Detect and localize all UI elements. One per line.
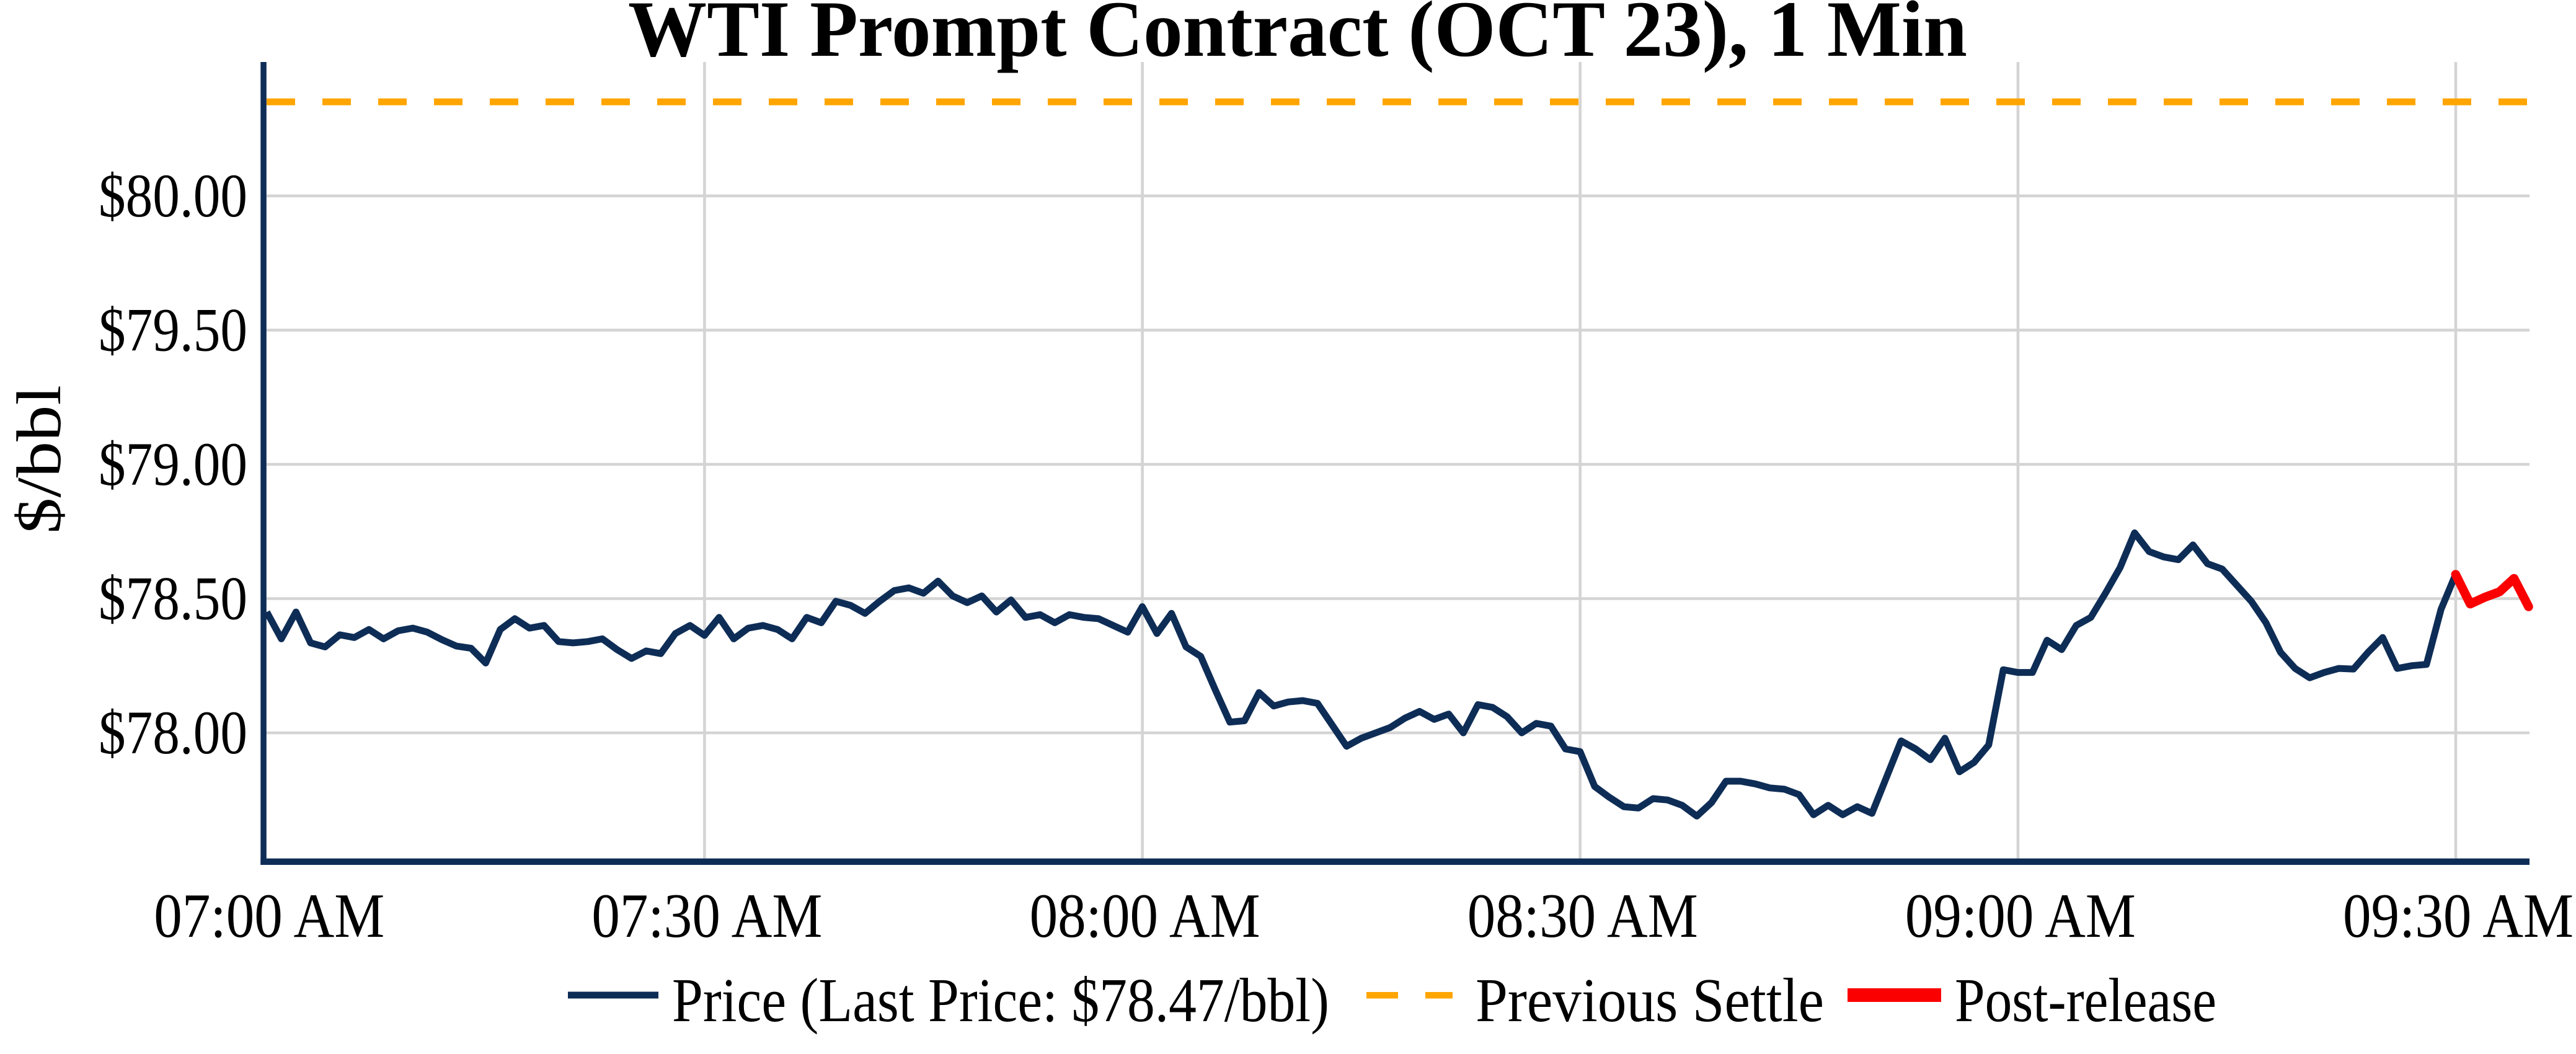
svg-text:$78.00: $78.00 (99, 698, 247, 767)
svg-text:08:00 AM: 08:00 AM (1030, 881, 1260, 951)
svg-text:$78.50: $78.50 (99, 564, 247, 633)
svg-text:Previous Settle: Previous Settle (1476, 965, 1824, 1035)
svg-text:$80.00: $80.00 (99, 161, 247, 230)
svg-text:09:00 AM: 09:00 AM (1905, 881, 2136, 951)
svg-text:WTI Prompt Contract (OCT 23),: WTI Prompt Contract (OCT 23), 1 Min (628, 0, 1967, 73)
svg-text:$79.00: $79.00 (99, 430, 247, 498)
svg-text:$/bbl: $/bbl (4, 385, 74, 534)
svg-text:09:30 AM: 09:30 AM (2343, 881, 2574, 951)
svg-text:Post-release: Post-release (1955, 965, 2216, 1035)
svg-text:Price (Last Price: $78.47/bbl): Price (Last Price: $78.47/bbl) (672, 965, 1329, 1035)
svg-text:08:30 AM: 08:30 AM (1467, 881, 1698, 951)
svg-text:07:00 AM: 07:00 AM (154, 881, 384, 951)
svg-text:$79.50: $79.50 (99, 295, 247, 364)
svg-text:07:30 AM: 07:30 AM (591, 881, 822, 951)
